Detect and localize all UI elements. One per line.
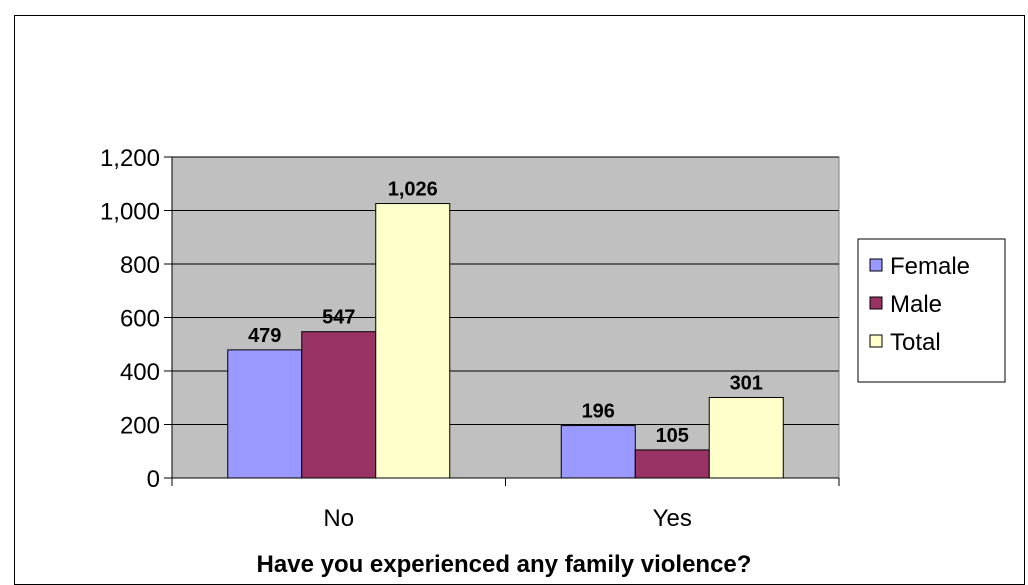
x-tick-label: No [323, 505, 354, 532]
bar-female [560, 425, 636, 479]
data-label: 479 [248, 325, 281, 347]
legend-label-total: Total [890, 329, 941, 356]
y-tick-label: 800 [120, 252, 160, 279]
legend-label-male: Male [890, 291, 942, 318]
data-label: 1,026 [388, 179, 438, 201]
data-label: 301 [730, 372, 763, 394]
legend-label-female: Female [890, 253, 970, 280]
y-tick-label: 200 [120, 413, 160, 440]
y-tick-label: 400 [120, 359, 160, 386]
x-axis-title: Have you experienced any family violence… [257, 551, 752, 578]
y-tick-label: 0 [147, 466, 160, 493]
data-label: 196 [582, 401, 615, 423]
bars [227, 203, 784, 479]
bar-male [634, 449, 710, 479]
bar-total [708, 396, 784, 479]
data-labels: 479 547 1,026 196 105 301 [248, 179, 763, 447]
bar-total [375, 203, 451, 479]
legend: Female Male Total [857, 238, 1006, 383]
y-tick-label: 600 [120, 306, 160, 333]
y-tick-label: 1,200 [100, 145, 160, 172]
bar-female [227, 349, 303, 479]
axes: 0 200 400 600 800 1,000 1,200 No Yes [100, 145, 840, 532]
bar-male [301, 331, 377, 479]
legend-swatch-total [869, 334, 883, 348]
data-label: 105 [656, 425, 689, 447]
y-tick-label: 1,000 [100, 199, 160, 226]
x-tick-label: Yes [653, 505, 692, 532]
legend-swatch-male [869, 296, 883, 310]
legend-swatch-female [869, 258, 883, 272]
data-label: 547 [322, 307, 355, 329]
